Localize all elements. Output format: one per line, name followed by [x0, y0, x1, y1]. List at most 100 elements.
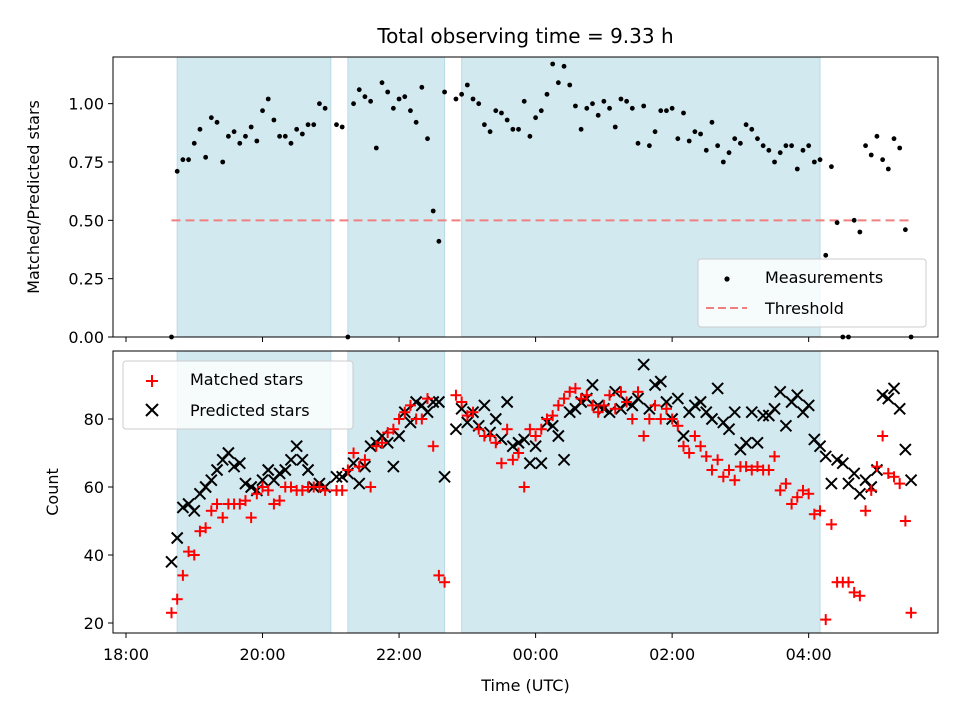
x-tick-label: 04:00 [786, 645, 832, 664]
measurement-point [885, 166, 891, 172]
matched-point [262, 484, 274, 496]
matched-point [723, 464, 735, 476]
measurement-point [658, 108, 664, 114]
measurement-point [863, 143, 868, 149]
matched-point [558, 393, 570, 405]
predicted-point [728, 405, 741, 419]
predicted-point [648, 378, 662, 392]
matched-point [706, 464, 718, 476]
predicted-point [546, 419, 559, 433]
predicted-point [586, 378, 599, 392]
measurement-point [436, 238, 442, 244]
y-tick-label: 60 [84, 478, 104, 497]
matched-point [643, 413, 655, 425]
predicted-point [279, 463, 292, 477]
measurement-point [829, 164, 834, 170]
predicted-point [853, 487, 867, 501]
chart-title: Total observing time = 9.33 h [376, 24, 673, 48]
y-tick-label: 80 [84, 410, 104, 429]
measurement-point [897, 145, 903, 151]
measurement-point [373, 145, 379, 151]
measurement-point [231, 129, 237, 135]
matched-point [194, 525, 206, 537]
predicted-point [591, 399, 605, 412]
matched-point [393, 413, 405, 425]
matched-point [666, 413, 678, 425]
matched-point [825, 518, 837, 530]
measurement-point [624, 98, 630, 104]
measurement-point [550, 61, 556, 67]
legend-predicted-marker [145, 403, 159, 417]
matched-point [200, 522, 212, 534]
matched-point [672, 420, 684, 432]
predicted-point [705, 412, 719, 426]
predicted-point [711, 382, 724, 395]
measurement-point [584, 105, 590, 111]
matched-point [820, 614, 832, 626]
predicted-point [205, 473, 218, 487]
matched-point [842, 576, 854, 588]
matched-point [626, 413, 638, 425]
matched-point [746, 464, 758, 476]
bottom-plot-frame [112, 350, 939, 634]
predicted-point [330, 470, 343, 484]
matched-point [814, 505, 826, 517]
matched-point [274, 495, 286, 507]
measurement-point [880, 157, 886, 163]
measurement-point [834, 220, 840, 226]
matched-point [803, 488, 815, 500]
measurement-point [652, 129, 658, 135]
measurement-point [453, 96, 459, 102]
matched-point [638, 430, 650, 442]
legend-matched-marker [146, 375, 158, 387]
matched-point [763, 464, 775, 476]
measurement-point [191, 140, 197, 146]
matched-point [541, 413, 553, 425]
matched-point [211, 498, 223, 510]
measurement-point [442, 89, 447, 95]
predicted-point [791, 388, 804, 402]
measurement-point [902, 227, 908, 233]
matched-point [581, 389, 593, 401]
measurement-point [396, 96, 402, 102]
predicted-point [899, 443, 912, 456]
matched-point [484, 430, 496, 442]
measurement-point [766, 147, 772, 153]
predicted-point [779, 419, 793, 433]
matched-point [854, 590, 866, 602]
predicted-point [654, 375, 667, 388]
y-tick-label: 0.25 [68, 270, 104, 289]
legend-measurements-label: Measurements [765, 268, 883, 287]
measurement-point [686, 138, 692, 144]
matched-point [905, 607, 917, 619]
matched-point [535, 423, 547, 435]
predicted-point [478, 399, 491, 412]
matched-point [598, 399, 610, 411]
top-plot-frame [112, 56, 939, 338]
matched-point [797, 484, 809, 496]
predicted-point [842, 477, 855, 490]
top-legend-frame [697, 258, 927, 328]
predicted-point [671, 392, 685, 405]
matched-point [370, 440, 382, 452]
predicted-point [239, 477, 252, 490]
measurement-point [351, 101, 356, 107]
predicted-point [256, 473, 269, 487]
measurement-point [709, 119, 715, 125]
predicted-point [244, 480, 258, 494]
measurement-point [237, 140, 243, 146]
matched-point [501, 423, 513, 435]
measurement-point [715, 143, 721, 149]
predicted-point [438, 470, 451, 484]
measurement-point [260, 108, 265, 114]
measurement-point [521, 98, 527, 104]
predicted-point [273, 467, 286, 480]
predicted-point [500, 395, 514, 409]
predicted-point [210, 463, 224, 477]
y-tick-label: 40 [84, 546, 104, 565]
measurement-point [703, 147, 709, 153]
matched-point [774, 484, 786, 496]
measurement-point [265, 96, 271, 102]
measurement-point [607, 105, 612, 111]
